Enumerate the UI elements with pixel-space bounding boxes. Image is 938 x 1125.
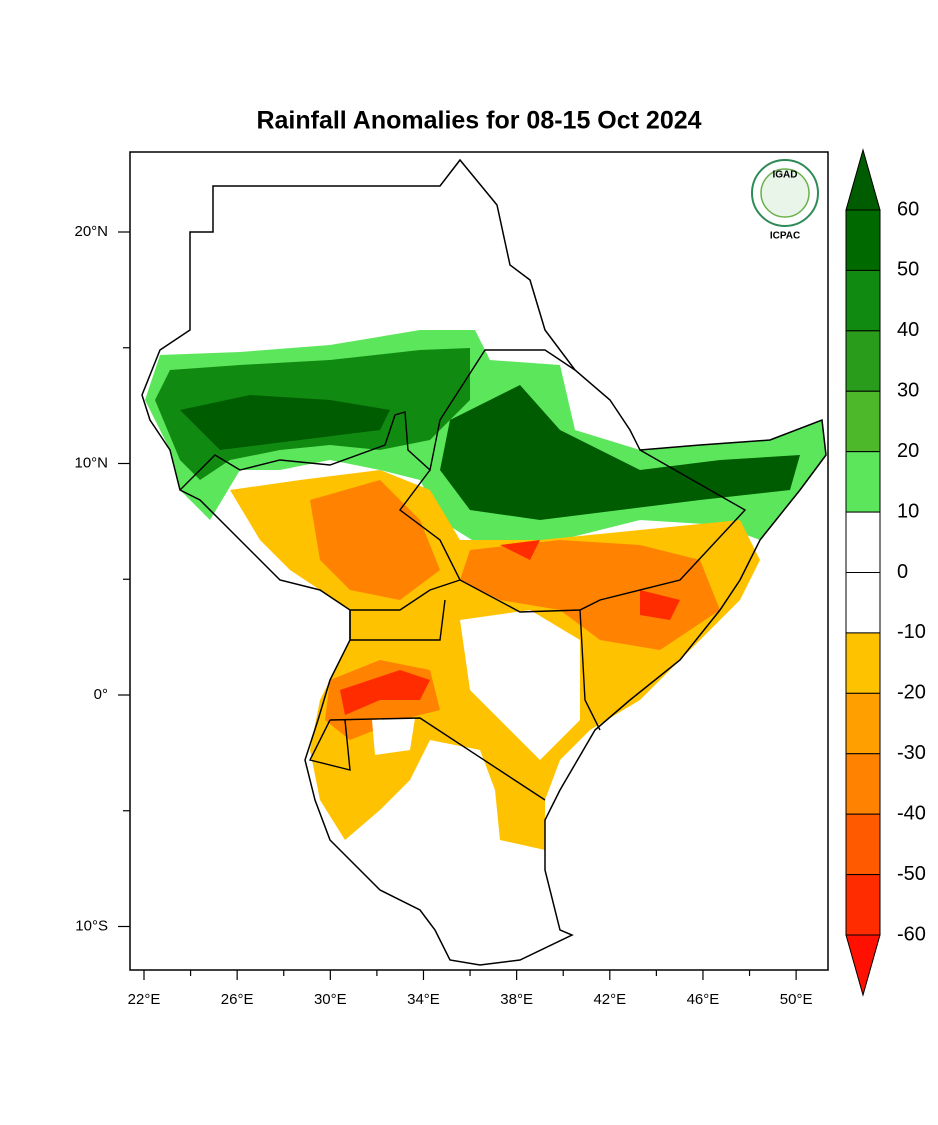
colorbar-label: 40 [897, 319, 919, 341]
colorbar-top [845, 148, 881, 211]
colorbar-box [845, 269, 881, 332]
colorbar-bottom [845, 934, 881, 997]
colorbar-box [845, 874, 881, 936]
logo-bottom: ICPAC [770, 231, 800, 242]
y-tick-label: 0° [94, 686, 108, 703]
colorbar-box [845, 390, 881, 453]
colorbar-box [845, 632, 881, 694]
colorbar-label: 0 [897, 561, 908, 583]
colorbar-label: 20 [897, 440, 919, 462]
colorbar-box [845, 209, 881, 271]
colorbar-box [845, 813, 881, 876]
x-tick-label: 46°E [687, 991, 720, 1008]
colorbar-label: -40 [897, 802, 926, 824]
logo-top: IGAD [773, 170, 798, 181]
x-tick-label: 38°E [500, 991, 533, 1008]
x-tick-label: 30°E [314, 991, 347, 1008]
x-tick-label: 34°E [407, 991, 440, 1008]
colorbar-box [845, 753, 881, 815]
colorbar-box [845, 511, 881, 573]
colorbar-label: 30 [897, 380, 919, 402]
region [141, 158, 827, 966]
colorbar-label: 10 [897, 500, 919, 522]
x-tick-label: 26°E [221, 991, 254, 1008]
y-tick-label: 10°N [74, 454, 108, 471]
colorbar-box [845, 692, 881, 755]
colorbar-label: -50 [897, 863, 926, 885]
x-tick-label: 50°E [780, 991, 813, 1008]
colorbar-box [845, 330, 881, 392]
colorbar-box [845, 572, 881, 634]
logo: IGAD ICPAC [751, 159, 819, 242]
y-tick-label: 10°S [75, 917, 108, 934]
colorbar-label: -30 [897, 742, 926, 764]
colorbar-label: -60 [897, 923, 926, 945]
map-title: Rainfall Anomalies for 08-15 Oct 2024 [256, 107, 701, 135]
colorbar-label: 60 [897, 198, 919, 220]
colorbar-label: -20 [897, 682, 926, 704]
y-tick-label: 20°N [74, 223, 108, 240]
x-tick-label: 22°E [128, 991, 161, 1008]
colorbar-label: -10 [897, 621, 926, 643]
colorbar-label: 50 [897, 259, 919, 281]
x-tick-label: 42°E [593, 991, 626, 1008]
colorbar-box [845, 451, 881, 513]
